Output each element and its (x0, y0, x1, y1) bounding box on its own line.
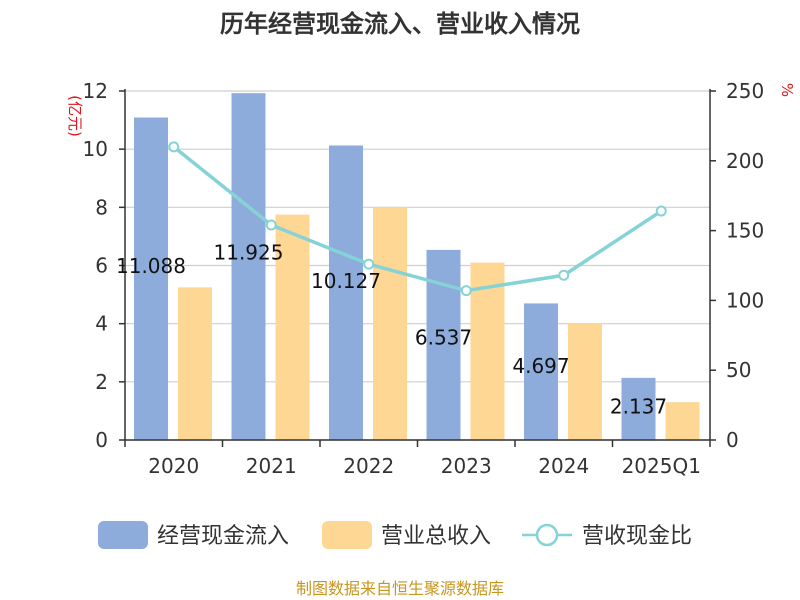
ratio-line (172, 145, 663, 293)
revenue-series (178, 207, 700, 440)
left-axis-unit: (亿元) (66, 95, 84, 137)
cash-inflow-bar (329, 145, 363, 440)
revenue-bar (178, 287, 212, 440)
data-label: 11.925 (214, 241, 284, 265)
x-tick-label: 2021 (246, 454, 297, 478)
left-tick-label: 10 (83, 137, 108, 161)
x-tick-label: 2020 (148, 454, 199, 478)
revenue-bar (470, 262, 505, 440)
right-tick-label: 0 (726, 428, 739, 452)
right-tick-label: 250 (726, 79, 764, 103)
chart-title: 历年经营现金流入、营业收入情况 (220, 10, 580, 38)
ratio-point (460, 285, 472, 297)
x-tick-label: 2025Q1 (622, 454, 701, 478)
legend-cash-swatch (98, 521, 148, 549)
legend-ratio-label: 营收现金比 (582, 524, 692, 549)
data-label: 2.137 (610, 394, 667, 418)
right-tick-label: 50 (726, 358, 751, 382)
data-label: 6.537 (415, 325, 472, 349)
right-axis-unit: % (778, 83, 796, 97)
legend-cash-label: 经营现金流入 (157, 524, 289, 549)
legend: 经营现金流入 营业总收入 营收现金比 (98, 521, 692, 549)
data-label: 4.697 (512, 354, 569, 378)
ratio-point (168, 141, 180, 153)
right-tick-label: 150 (726, 219, 764, 243)
data-labels: 11.088 11.925 10.127 6.537 4.697 2.137 (116, 241, 667, 419)
ratio-series (168, 141, 667, 297)
right-tick-label: 200 (726, 149, 764, 173)
source-note: 制图数据来自恒生聚源数据库 (296, 579, 504, 598)
data-label: 11.088 (116, 254, 186, 278)
right-tick-label: 100 (726, 288, 764, 312)
legend-ratio-marker (535, 523, 559, 547)
cash-inflow-bar (524, 303, 558, 440)
left-tick-label: 12 (83, 79, 108, 103)
x-tick-label: 2024 (538, 454, 589, 478)
legend-revenue-label: 营业总收入 (381, 524, 491, 549)
cash-inflow-series (134, 93, 656, 441)
grid-lines (125, 90, 710, 441)
left-tick-label: 6 (95, 254, 108, 278)
data-label: 10.127 (311, 269, 381, 293)
axes: 0 2 4 6 8 10 12 0 50 100 150 200 250 2020 2021 2022 2023… (83, 79, 765, 478)
x-tick-label: 2022 (343, 454, 394, 478)
ratio-point (655, 205, 667, 217)
revenue-bar (665, 402, 700, 440)
ratio-point (265, 219, 277, 231)
left-tick-label: 8 (95, 195, 108, 219)
revenue-bar (275, 214, 310, 440)
left-tick-label: 4 (95, 312, 108, 336)
revenue-bar (568, 323, 602, 440)
cash-inflow-bar (231, 93, 266, 441)
cash-inflow-bar (134, 117, 168, 441)
revenue-bar (373, 207, 407, 440)
x-tick-label: 2023 (441, 454, 492, 478)
left-tick-label: 0 (95, 428, 108, 452)
left-tick-label: 2 (95, 370, 108, 394)
legend-revenue-swatch (322, 521, 372, 549)
cash-inflow-bar (621, 377, 656, 440)
ratio-point (363, 258, 375, 270)
ratio-point (558, 269, 570, 281)
